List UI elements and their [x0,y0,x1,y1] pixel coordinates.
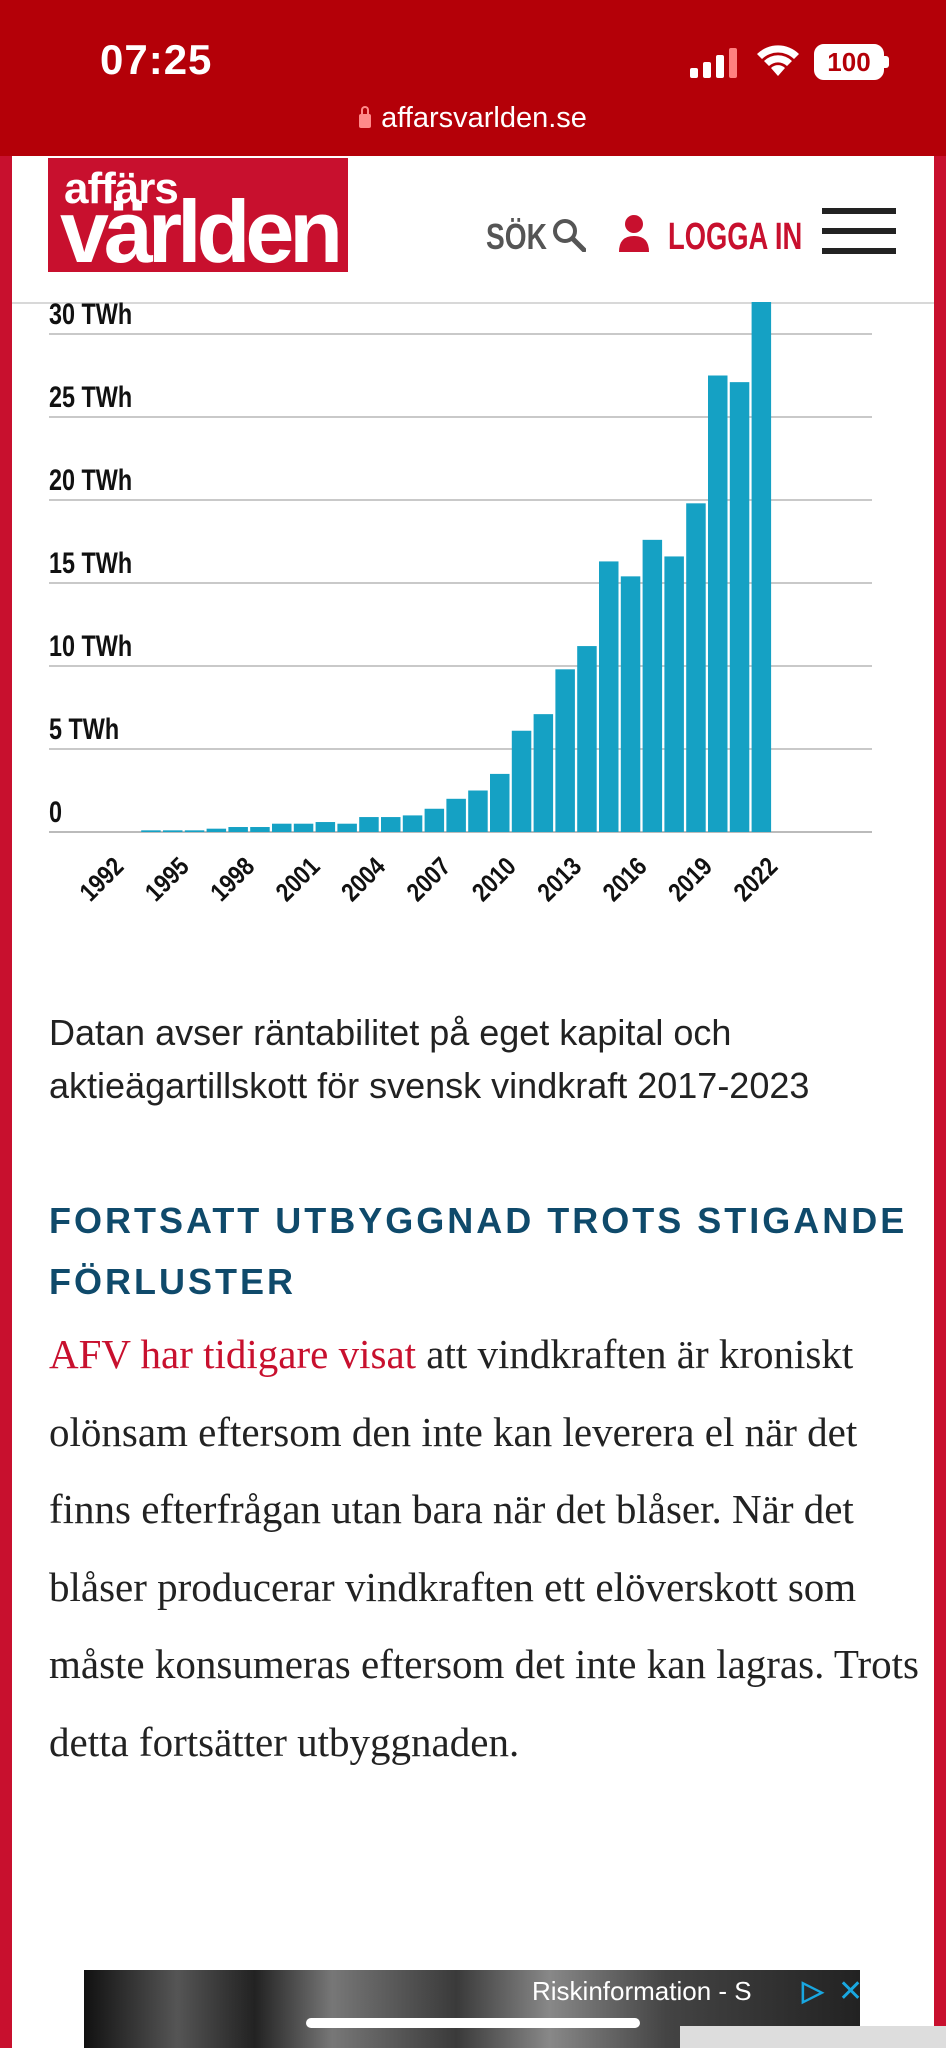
cellular-signal-icon [690,48,737,78]
ad-text[interactable]: Riskinformation - S [532,1976,752,2006]
bar-1996 [184,830,205,832]
y-tick-label: 30 TWh [49,302,132,331]
bar-2016 [620,576,641,832]
wifi-icon [757,45,799,76]
bar-2000 [272,823,292,832]
x-tick-label: 2007 [401,852,456,907]
status-bar: 07:25 100 affarsvarlden.se [0,0,946,156]
bar-1994 [141,830,161,832]
x-tick-label: 2001 [271,852,326,907]
search-icon[interactable] [552,218,586,252]
x-tick-label: 1992 [74,852,129,907]
x-tick-label: 1995 [140,852,195,907]
chart-svg: 0 5 TWh 10 TWh 15 TWh 20 TWh 25 TWh 30 TWh 1992… [49,302,872,908]
bar-2012 [533,714,554,832]
bar-1997 [206,828,227,832]
bar-2004 [359,817,379,832]
home-indicator[interactable] [306,2018,640,2028]
bar-2017 [642,539,663,832]
section-heading: FORTSATT UTBYGGNAD TROTS STIGANDE FÖRLUS… [49,1200,908,1302]
bar-2005 [381,817,401,832]
lock-icon [359,106,372,128]
x-tick-label: 2013 [532,852,587,907]
bar-2008 [446,798,466,832]
logo-line2: världen [60,182,343,281]
bar-1995 [163,830,183,832]
y-tick-label: 5 TWh [49,712,119,745]
site-logo[interactable]: affärs världen [48,158,348,276]
bar-chart: 0 5 TWh 10 TWh 15 TWh 20 TWh 25 TWh 30 TWh 1992… [12,302,934,922]
x-tick-label: 2004 [336,852,392,908]
x-tick-label: 2022 [728,852,783,907]
bar-2003 [337,823,357,832]
search-button[interactable]: SÖK [486,216,547,257]
paragraph-text: att vindkraften är kroniskt olönsam efte… [49,1331,919,1765]
menu-icon[interactable] [822,208,896,262]
bar-2011 [511,730,532,832]
battery-tip [884,56,889,68]
logo-line1: affärs [64,164,179,213]
y-tick-label: 10 TWh [49,629,132,662]
bar-2009 [468,790,488,832]
x-tick-label: 1998 [205,852,260,907]
bar-2018 [664,556,684,832]
bar-2010 [490,773,510,832]
battery-indicator: 100 [814,44,884,80]
clock: 07:25 [100,36,213,83]
x-tick-label: 2010 [467,852,522,907]
y-tick-label: 15 TWh [49,546,132,579]
bar-2014 [577,646,597,832]
user-icon[interactable] [617,214,651,252]
x-tick-label: 2019 [663,852,718,907]
bar-2001 [293,823,314,832]
bar-1999 [250,827,270,832]
bar-2013 [555,669,575,832]
url-text: affarsvarlden.se [381,102,587,134]
adchoices-icon[interactable]: ▷ [802,1975,824,2006]
chart-caption: Datan avser räntabilitet på eget kapital… [49,1012,810,1106]
article-link[interactable]: AFV har tidigare visat [49,1331,417,1377]
y-tick-label: 25 TWh [49,380,132,413]
login-button[interactable]: LOGGA IN [668,216,803,258]
bar-2021 [729,382,750,832]
battery-level: 100 [827,47,871,77]
close-icon[interactable]: ✕ [838,1975,864,2008]
bar-2007 [424,808,445,832]
bar-2015 [599,561,619,832]
bar-2019 [686,503,706,832]
bar-2022 [751,302,772,832]
article-paragraph: AFV har tidigare visat att vindkraften ä… [49,1316,929,1781]
bottom-strip [680,2026,946,2048]
bar-1998 [228,827,248,832]
x-tick-label: 2016 [598,852,653,907]
y-tick-label: 20 TWh [49,463,132,496]
bar-2006 [402,815,423,832]
bar-2002 [315,822,336,832]
y-tick-label: 0 [49,795,62,828]
page-content: affärs världen SÖK LOGGA IN 0 5 TWh 10 TWh… [12,156,934,2048]
bar-2020 [708,375,728,832]
site-header: affärs världen SÖK LOGGA IN [12,156,934,304]
address-bar[interactable]: affarsvarlden.se [0,102,946,135]
